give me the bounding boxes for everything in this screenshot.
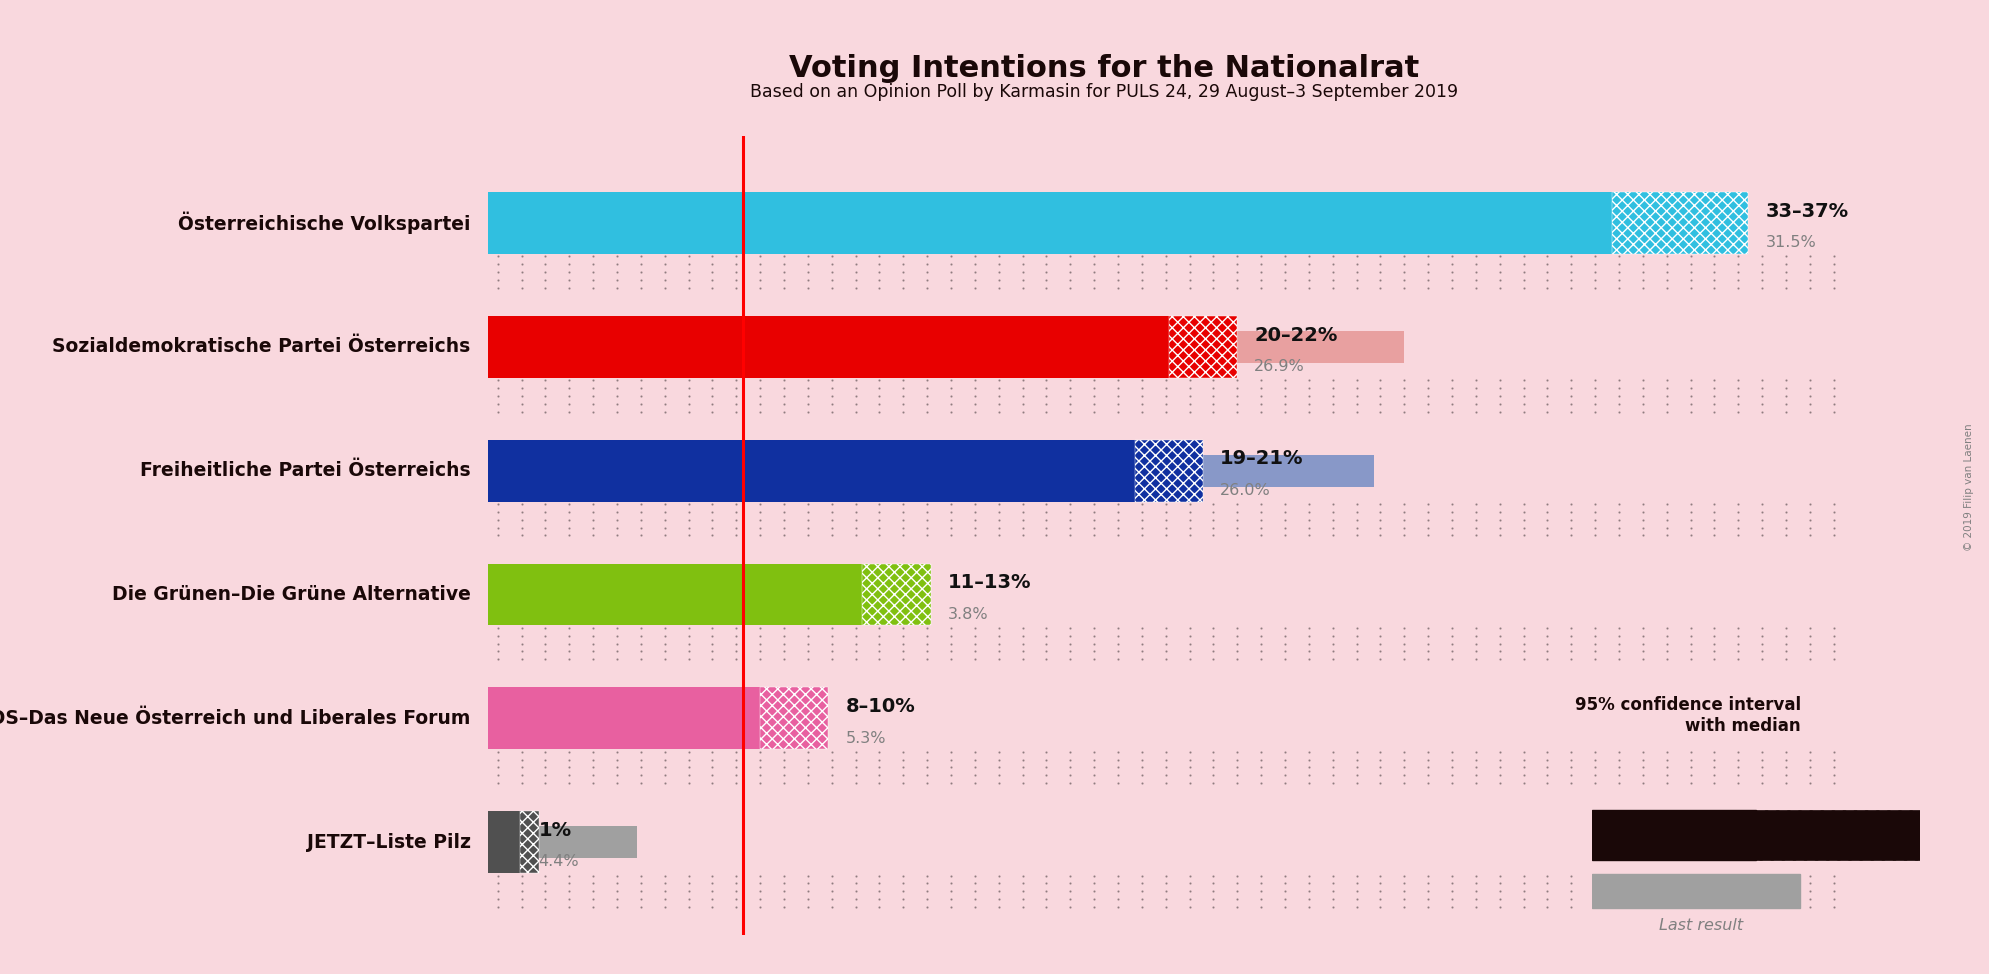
Bar bbox=[487, 811, 521, 873]
Text: 11–13%: 11–13% bbox=[947, 574, 1030, 592]
Bar bbox=[487, 564, 861, 625]
Bar bbox=[487, 579, 617, 611]
Bar bbox=[487, 206, 1559, 240]
Bar bbox=[1756, 810, 1919, 860]
Text: Die Grünen–Die Grüne Alternative: Die Grünen–Die Grüne Alternative bbox=[111, 585, 469, 604]
Text: 20–22%: 20–22% bbox=[1253, 325, 1337, 345]
Text: © 2019 Filip van Laenen: © 2019 Filip van Laenen bbox=[1963, 423, 1973, 551]
Bar bbox=[1591, 810, 1756, 860]
Text: Sozialdemokratische Partei Österreichs: Sozialdemokratische Partei Österreichs bbox=[52, 337, 469, 356]
Text: Last result: Last result bbox=[1659, 918, 1742, 932]
Bar bbox=[487, 688, 760, 749]
Bar bbox=[1134, 439, 1203, 502]
Bar bbox=[487, 455, 1372, 487]
Bar bbox=[487, 439, 1134, 502]
Text: Österreichische Volkspartei: Österreichische Volkspartei bbox=[177, 211, 469, 235]
Text: 31.5%: 31.5% bbox=[1764, 236, 1816, 250]
Text: Based on an Opinion Poll by Karmasin for PULS 24, 29 August–3 September 2019: Based on an Opinion Poll by Karmasin for… bbox=[750, 83, 1458, 100]
Text: 33–37%: 33–37% bbox=[1764, 202, 1848, 221]
Bar bbox=[487, 702, 668, 734]
Bar bbox=[1611, 192, 1748, 254]
Text: JETZT–Liste Pilz: JETZT–Liste Pilz bbox=[306, 833, 469, 851]
Text: NEOS–Das Neue Österreich und Liberales Forum: NEOS–Das Neue Österreich und Liberales F… bbox=[0, 709, 469, 728]
Text: 3.8%: 3.8% bbox=[947, 607, 989, 621]
Text: 4.4%: 4.4% bbox=[539, 854, 579, 870]
Text: 1%: 1% bbox=[539, 821, 571, 840]
Bar bbox=[487, 826, 636, 858]
Bar bbox=[760, 688, 827, 749]
Bar bbox=[861, 564, 931, 625]
Bar bbox=[487, 316, 1170, 378]
Text: Voting Intentions for the Nationalrat: Voting Intentions for the Nationalrat bbox=[790, 54, 1418, 83]
Text: 26.0%: 26.0% bbox=[1219, 483, 1271, 498]
Text: 8–10%: 8–10% bbox=[845, 697, 915, 716]
Text: Freiheitliche Partei Österreichs: Freiheitliche Partei Österreichs bbox=[139, 462, 469, 480]
Bar bbox=[519, 811, 539, 873]
Bar bbox=[1170, 316, 1237, 378]
Bar bbox=[487, 192, 1611, 254]
Text: 26.9%: 26.9% bbox=[1253, 359, 1305, 374]
Bar bbox=[1591, 875, 1800, 908]
Text: 95% confidence interval
with median: 95% confidence interval with median bbox=[1573, 696, 1800, 735]
Text: 5.3%: 5.3% bbox=[845, 730, 885, 746]
Bar bbox=[487, 331, 1404, 363]
Text: 19–21%: 19–21% bbox=[1219, 449, 1303, 468]
